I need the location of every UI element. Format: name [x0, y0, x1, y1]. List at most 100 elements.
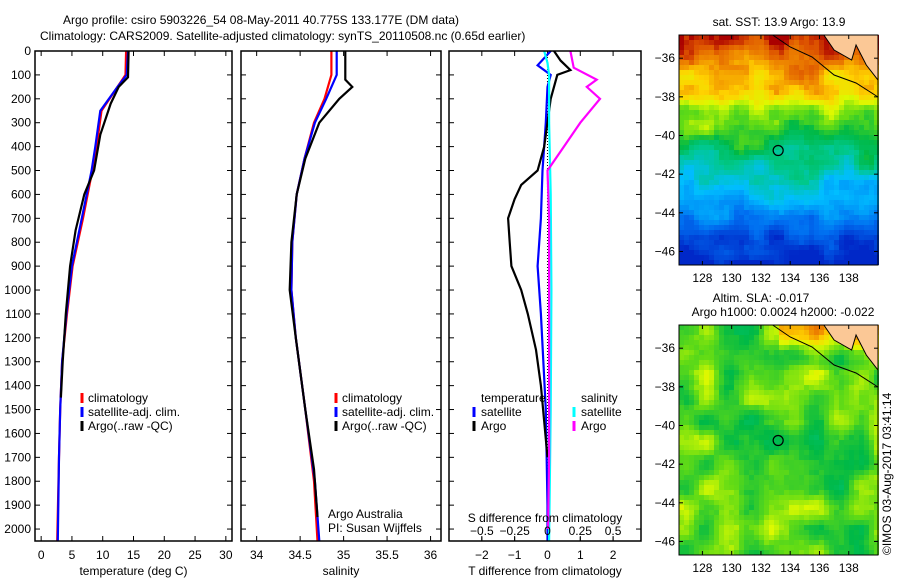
map-cell [709, 255, 714, 260]
map-cell [734, 420, 739, 425]
map-cell [869, 255, 874, 260]
map-cell [699, 250, 704, 255]
map-cell [799, 185, 804, 190]
map-cell [704, 365, 709, 370]
map-cell [839, 525, 844, 530]
map-cell [874, 410, 879, 415]
map-cell [774, 230, 779, 235]
map-cell [809, 475, 814, 480]
map-cell [724, 80, 729, 85]
map-cell [839, 480, 844, 485]
map-cell [744, 205, 749, 210]
map-cell [819, 385, 824, 390]
map-cell [709, 115, 714, 120]
map-cell [869, 375, 874, 380]
map-cell [779, 105, 784, 110]
map-cell [769, 445, 774, 450]
map-cell [774, 225, 779, 230]
x-axis-label: T difference from climatology [468, 564, 622, 578]
map-cell [699, 150, 704, 155]
map-cell [794, 250, 799, 255]
map-cell [704, 425, 709, 430]
map-cell [799, 110, 804, 115]
map-cell [789, 165, 794, 170]
map-cell [734, 220, 739, 225]
map-cell [744, 70, 749, 75]
map-cell [854, 110, 859, 115]
map-cell [709, 475, 714, 480]
map-cell [719, 90, 724, 95]
map-cell [804, 250, 809, 255]
x-tick-label: 30 [219, 548, 233, 562]
map-cell [789, 255, 794, 260]
map-cell [814, 40, 819, 45]
map-cell [834, 115, 839, 120]
map-cell [709, 105, 714, 110]
map-cell [739, 500, 744, 505]
map-cell [749, 105, 754, 110]
map-cell [824, 470, 829, 475]
map-cell [679, 385, 684, 390]
map-cell [784, 120, 789, 125]
map-cell [784, 430, 789, 435]
map-cell [849, 70, 854, 75]
map-cell [809, 250, 814, 255]
map-cell [784, 360, 789, 365]
map-cell [849, 220, 854, 225]
map-cell [769, 370, 774, 375]
map-cell [754, 130, 759, 135]
map-cell [759, 540, 764, 545]
map-cell [699, 210, 704, 215]
map-cell [754, 495, 759, 500]
map-cell [814, 325, 819, 330]
x-tick-label: −2 [475, 548, 489, 562]
map-cell [869, 105, 874, 110]
map-cell [704, 385, 709, 390]
map-cell [739, 345, 744, 350]
map-cell [874, 490, 879, 495]
map-cell [689, 400, 694, 405]
map-cell [794, 125, 799, 130]
map-cell [829, 75, 834, 80]
map-cell [784, 90, 789, 95]
map-cell [739, 215, 744, 220]
map-cell [749, 150, 754, 155]
map-cell [679, 475, 684, 480]
map-cell [799, 490, 804, 495]
map-cell [744, 230, 749, 235]
map-cell [789, 340, 794, 345]
map-cell [769, 490, 774, 495]
map-cell [689, 515, 694, 520]
map-cell [769, 255, 774, 260]
map-cell [859, 465, 864, 470]
map-cell [849, 540, 854, 545]
map-cell [774, 495, 779, 500]
map-cell [714, 500, 719, 505]
map-cell [829, 490, 834, 495]
map-cell [719, 50, 724, 55]
map-cell [804, 370, 809, 375]
map-cell [854, 445, 859, 450]
map-cell [779, 155, 784, 160]
map-cell [744, 365, 749, 370]
map-cell [679, 485, 684, 490]
map-cell [799, 405, 804, 410]
map-cell [714, 70, 719, 75]
map-cell [689, 120, 694, 125]
map-cell [819, 155, 824, 160]
map-cell [744, 80, 749, 85]
map-cell [679, 350, 684, 355]
map-cell [724, 95, 729, 100]
map-cell [699, 425, 704, 430]
map-cell [719, 500, 724, 505]
map-cell [874, 230, 879, 235]
map-cell [844, 370, 849, 375]
map-cell [699, 85, 704, 90]
map-cell [769, 60, 774, 65]
map-cell [764, 435, 769, 440]
map-cell [839, 385, 844, 390]
map-cell [754, 160, 759, 165]
map-cell [854, 230, 859, 235]
map-cell [729, 60, 734, 65]
map-cell [699, 165, 704, 170]
